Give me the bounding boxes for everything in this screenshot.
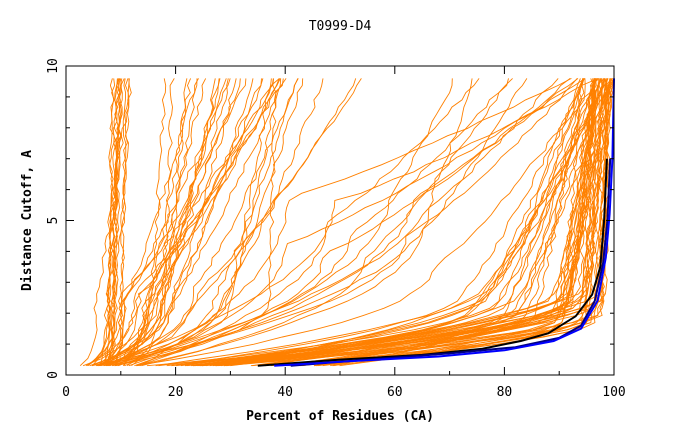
model-curve-gradual — [180, 78, 581, 367]
model-curve-linear — [141, 78, 509, 367]
model-curve-moderate — [112, 78, 207, 367]
model-curve-steep — [105, 78, 132, 366]
model-curve-top — [202, 78, 612, 367]
y-tick-label: 0 — [46, 371, 61, 379]
model-curve-steep — [106, 78, 115, 366]
model-curve-shallow — [107, 78, 357, 367]
model-curve-linear — [99, 77, 599, 367]
model-curve-linear — [139, 78, 453, 367]
plot-lines — [79, 77, 615, 367]
model-curve-moderate — [87, 78, 280, 367]
model-curve-gradual — [186, 78, 584, 367]
model-curve-moderate — [119, 78, 199, 366]
model-curve-gradual — [220, 78, 605, 367]
model-curve-top — [224, 78, 598, 367]
model-curve-steep — [87, 78, 116, 367]
model-curve-top — [317, 78, 608, 367]
model-curve-gradual — [146, 78, 596, 367]
model-curve-linear — [139, 78, 572, 367]
x-tick-label: 80 — [497, 385, 513, 400]
model-curve-gradual — [171, 78, 609, 367]
model-curve-top — [332, 78, 595, 367]
model-curve-moderate — [95, 78, 262, 367]
y-tick-label: 5 — [46, 217, 61, 225]
model-curve-top — [192, 78, 605, 367]
x-tick-label: 100 — [602, 385, 625, 400]
model-curve-moderate — [117, 78, 192, 367]
model-curve-moderate — [105, 78, 229, 367]
axis-ticks: 0 20 40 60 80 100 0 5 10 — [46, 58, 626, 400]
model-curve-shallow — [111, 78, 304, 367]
model-curve-moderate — [104, 78, 254, 367]
model-curve-moderate — [105, 78, 274, 367]
model-curve-linear — [128, 78, 513, 367]
model-curve-moderate — [122, 78, 167, 366]
y-axis-label: Distance Cutoff, A — [20, 150, 35, 291]
model-curve-moderate — [92, 78, 280, 366]
model-curve-moderate — [98, 78, 227, 367]
model-curve-moderate — [101, 78, 284, 367]
model-curve-moderate — [105, 78, 247, 366]
model-curve-moderate — [113, 78, 220, 367]
model-curve-gradual — [206, 78, 583, 367]
model-curve-steep — [105, 78, 121, 366]
model-curve-linear — [134, 78, 571, 367]
model-curve-shallow — [91, 78, 287, 367]
model-curve-linear — [103, 78, 473, 367]
highlight-curve-3 — [274, 78, 615, 367]
model-curve-steep — [99, 78, 125, 366]
highlight-curve-2 — [290, 158, 612, 367]
chart-title: T0999-D4 — [309, 19, 372, 34]
model-curve-linear — [114, 78, 559, 367]
x-axis-label: Percent of Residues (CA) — [246, 409, 434, 424]
model-curve-moderate — [100, 78, 198, 367]
x-tick-label: 20 — [168, 385, 184, 400]
x-tick-label: 0 — [62, 385, 70, 400]
model-curve-linear — [137, 78, 528, 367]
model-curve-linear — [98, 78, 578, 367]
model-curve-shallow — [108, 78, 299, 367]
model-curve-top — [200, 78, 596, 367]
model-curve-moderate — [82, 78, 264, 367]
model-curve-steep — [79, 78, 130, 367]
model-curve-moderate — [123, 78, 241, 366]
model-curve-top — [201, 78, 596, 367]
model-curve-top — [265, 78, 596, 367]
model-curve-top — [193, 78, 603, 367]
model-curve-moderate — [126, 78, 175, 367]
model-curve-moderate — [97, 78, 231, 367]
model-curve-shallow — [91, 78, 282, 367]
model-curve-moderate — [100, 78, 188, 367]
model-curve-linear — [124, 78, 586, 367]
model-curve-linear — [136, 78, 480, 367]
x-tick-label: 40 — [277, 385, 293, 400]
model-curve-shallow — [109, 78, 299, 367]
x-tick-label: 60 — [387, 385, 403, 400]
highlight-curve-1 — [257, 158, 608, 367]
model-curve-top — [209, 78, 595, 367]
model-curve-steep — [109, 78, 121, 366]
model-curve-top — [270, 78, 609, 367]
y-tick-label: 10 — [46, 58, 61, 74]
model-curve-moderate — [89, 78, 216, 367]
